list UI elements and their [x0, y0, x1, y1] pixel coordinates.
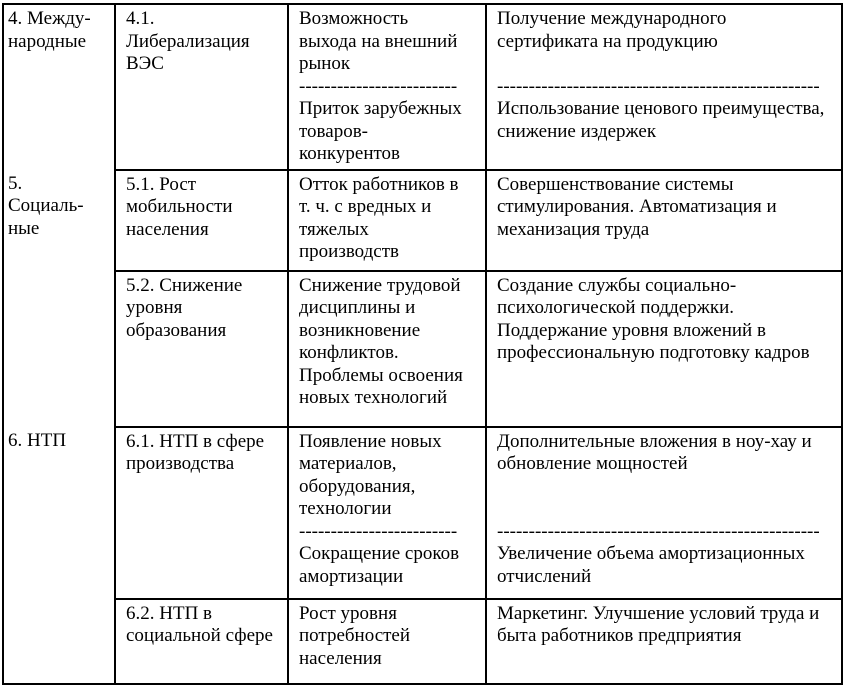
- table-row-4-1: 4. Между- народные 4.1. Либерализация ВЭ…: [2, 3, 843, 171]
- impact-text: Рост уровня потребностей населения: [299, 602, 411, 669]
- impact-text-top: Появление новых материалов, оборудования…: [299, 430, 442, 520]
- subfactor-cell-6-2: 6.2. НТП в социальной сфере: [114, 597, 289, 685]
- measures-text-bottom: Увеличение объема амортизационных отчисл…: [497, 543, 805, 587]
- subfactor-label: 4.1. Либерализация ВЭС: [126, 8, 250, 74]
- table-row-6-2: 6.2. НТП в социальной сфере Рост уровня …: [3, 597, 843, 685]
- measures-cell-6-1: Дополнительные вложения в ноу-хау и обно…: [485, 425, 843, 600]
- measures-text-top: Дополнительные вложения в ноу-хау и обно…: [497, 430, 812, 475]
- subfactor-label: 5.2. Снижение уровня образования: [126, 274, 243, 341]
- category-cell-ntp: 6. НТП: [2, 426, 116, 684]
- impact-cell-4-1: Возможность выхода на внешний рынок ----…: [287, 3, 487, 171]
- impact-cell-6-2: Рост уровня потребностей населения: [287, 597, 487, 685]
- impact-cell-5-2: Снижение трудовой дисциплины и возникнов…: [287, 269, 487, 428]
- measures-divider: ----------------------------------------…: [497, 75, 820, 97]
- subfactor-label: 5.1. Рост мобильности населения: [126, 173, 233, 240]
- subfactor-label: 6.1. НТП в сфере производства: [126, 430, 265, 475]
- impact-text: Снижение трудовой дисциплины и возникнов…: [299, 274, 463, 409]
- measures-text: Маркетинг. Улучшение условий труда и быт…: [497, 602, 820, 647]
- category-label: 4. Между- народные: [8, 8, 91, 52]
- category-label: 5. Социаль- ные: [8, 172, 84, 239]
- impact-cell-5-1: Отток работников в т. ч. с вредных и тяж…: [287, 168, 487, 272]
- subfactor-cell-5-1: 5.1. Рост мобильности населения: [114, 168, 289, 272]
- impact-divider: -------------------------: [299, 75, 458, 97]
- table-row-6-1: 6. НТП 6.1. НТП в сфере производства Поя…: [2, 425, 843, 684]
- subfactor-cell-4-1: 4.1. Либерализация ВЭС: [114, 3, 289, 171]
- impact-text-bottom: Приток зарубежных товаров- конкурентов: [299, 98, 462, 164]
- measures-text: Совершенствование системы стимулирования…: [497, 173, 777, 240]
- measures-text-top: Получение международного сертификата на …: [497, 8, 727, 52]
- subfactor-cell-6-1: 6.1. НТП в сфере производства: [114, 425, 289, 600]
- table-row-5-1: 5. Социаль- ные 5.1. Рост мобильности на…: [2, 168, 843, 427]
- subfactor-label: 6.2. НТП в социальной сфере: [126, 602, 273, 647]
- category-label: 6. НТП: [8, 429, 67, 451]
- measures-text-bottom: Использование ценового преимущества, сни…: [497, 98, 825, 142]
- impact-text-top: Возможность выхода на внешний рынок: [299, 8, 458, 74]
- measures-cell-6-2: Маркетинг. Улучшение условий труда и быт…: [485, 597, 843, 685]
- category-cell-international: 4. Между- народные: [2, 4, 116, 170]
- measures-cell-4-1: Получение международного сертификата на …: [485, 3, 843, 171]
- category-cell-social: 5. Социаль- ные: [2, 169, 116, 427]
- measures-text: Создание службы социально- психологическ…: [497, 274, 810, 364]
- impact-text: Отток работников в т. ч. с вредных и тяж…: [299, 173, 459, 263]
- subfactor-cell-5-2: 5.2. Снижение уровня образования: [114, 269, 289, 428]
- risk-factors-table: 4. Между- народные 4.1. Либерализация ВЭ…: [2, 3, 843, 685]
- impact-cell-6-1: Появление новых материалов, оборудования…: [287, 425, 487, 600]
- impact-text-bottom: Сокращение сроков амортизации: [299, 543, 460, 587]
- measures-divider: ----------------------------------------…: [497, 520, 820, 542]
- measures-cell-5-1: Совершенствование системы стимулирования…: [485, 168, 843, 272]
- table-row-5-2: 5.2. Снижение уровня образования Снижени…: [3, 269, 843, 428]
- measures-cell-5-2: Создание службы социально- психологическ…: [485, 269, 843, 428]
- impact-divider: -------------------------: [299, 520, 458, 542]
